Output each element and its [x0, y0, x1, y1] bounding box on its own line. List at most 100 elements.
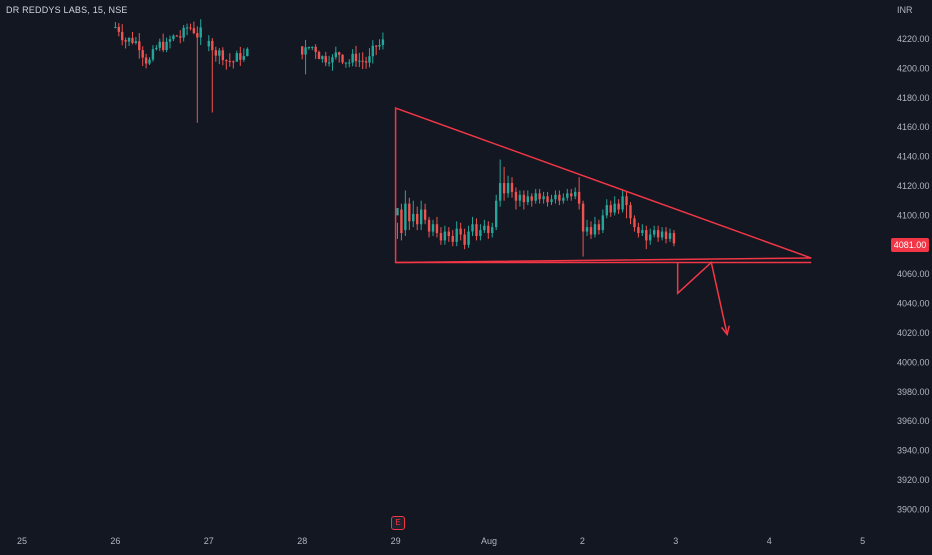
candle-body: [374, 45, 378, 47]
candle-body: [526, 196, 530, 203]
candle-body: [218, 50, 221, 56]
breakdown-projection: [676, 261, 728, 335]
candle-body: [311, 46, 314, 48]
x-tick-label: 25: [17, 536, 27, 546]
candle-body: [348, 62, 351, 64]
candle-body: [581, 203, 585, 232]
candle-body: [144, 57, 148, 64]
candle-body: [506, 183, 510, 194]
candle-body: [117, 27, 121, 32]
candle-body: [637, 227, 640, 234]
x-tick-label: 29: [391, 536, 401, 546]
candle-body: [161, 41, 165, 51]
candle-body: [185, 27, 189, 29]
candle-body: [617, 203, 620, 210]
candle-body: [168, 39, 172, 42]
y-tick-label: 3920.00: [897, 475, 930, 485]
candle-body: [239, 53, 242, 60]
candle-body: [514, 191, 518, 201]
y-tick-label: 4220.00: [897, 34, 930, 44]
candle-body: [165, 41, 168, 51]
candle-body: [597, 224, 601, 231]
candle-body: [601, 215, 605, 231]
candle-body: [447, 231, 451, 236]
candles-layer: [114, 19, 676, 257]
candle-body: [192, 28, 196, 34]
candle-body: [358, 60, 361, 62]
candle-body: [605, 205, 608, 216]
candle-body: [502, 183, 506, 194]
candle-body: [381, 39, 385, 45]
candle-body: [577, 191, 581, 204]
candle-body: [242, 56, 246, 60]
candle-body: [155, 47, 158, 50]
candle-body: [625, 196, 628, 206]
y-tick-label: 4000.00: [897, 357, 930, 367]
candle-body: [341, 54, 344, 63]
candle-body: [361, 60, 364, 62]
candle-body: [354, 53, 358, 62]
candle-body: [189, 27, 192, 29]
candle-body: [542, 196, 545, 200]
y-tick-label: 3960.00: [897, 416, 930, 426]
candle-body: [334, 52, 338, 58]
candle-body: [158, 41, 161, 48]
candle-body: [114, 27, 117, 29]
last-price-tag: 4081.00: [891, 238, 929, 252]
candle-body: [344, 62, 348, 64]
candle-body: [151, 49, 155, 60]
candle-body: [419, 209, 423, 225]
candle-body: [439, 233, 443, 241]
y-tick-label: 4040.00: [897, 299, 930, 309]
candle-body: [196, 33, 199, 38]
candle-body: [550, 199, 553, 203]
candle-body: [510, 183, 514, 192]
earnings-event-icon[interactable]: E: [391, 516, 405, 530]
candle-body: [404, 203, 407, 231]
candle-body: [235, 53, 239, 62]
candle-body: [416, 213, 419, 225]
candle-body: [324, 56, 327, 63]
candle-body: [141, 50, 144, 58]
candle-body: [427, 219, 431, 232]
candle-body: [621, 196, 624, 210]
candle-body: [307, 47, 311, 49]
x-tick-label: 5: [860, 536, 865, 546]
candle-body: [327, 62, 331, 64]
currency-label: INR: [897, 5, 913, 15]
candle-body: [138, 41, 141, 51]
candle-body: [609, 205, 612, 213]
x-tick-label: Aug: [481, 536, 497, 546]
candle-body: [570, 193, 573, 197]
candle-body: [475, 224, 478, 236]
candle-body: [530, 196, 533, 201]
candle-body: [483, 225, 486, 231]
candle-body: [593, 224, 597, 235]
candle-body: [179, 36, 182, 38]
x-tick-label: 27: [204, 536, 214, 546]
candle-body: [573, 191, 577, 197]
x-tick-label: 3: [673, 536, 678, 546]
candle-body: [589, 227, 593, 235]
candle-body: [562, 197, 565, 201]
candle-body: [455, 228, 458, 242]
candle-body: [228, 60, 232, 62]
candle-body: [331, 57, 334, 63]
candle-body: [175, 35, 179, 37]
candle-body: [467, 231, 470, 245]
candle-body: [471, 224, 474, 232]
candle-body: [408, 203, 411, 222]
candle-body: [207, 40, 210, 47]
candle-body: [211, 40, 214, 51]
candle-body: [459, 228, 462, 235]
candle-body: [652, 230, 656, 235]
candle-body: [134, 41, 138, 43]
triangle-pattern-drawing: [394, 107, 812, 337]
candle-body: [304, 47, 307, 55]
y-tick-label: 4200.00: [897, 63, 930, 73]
candle-body: [321, 56, 324, 60]
candle-body: [337, 52, 341, 55]
candle-body: [396, 208, 399, 216]
